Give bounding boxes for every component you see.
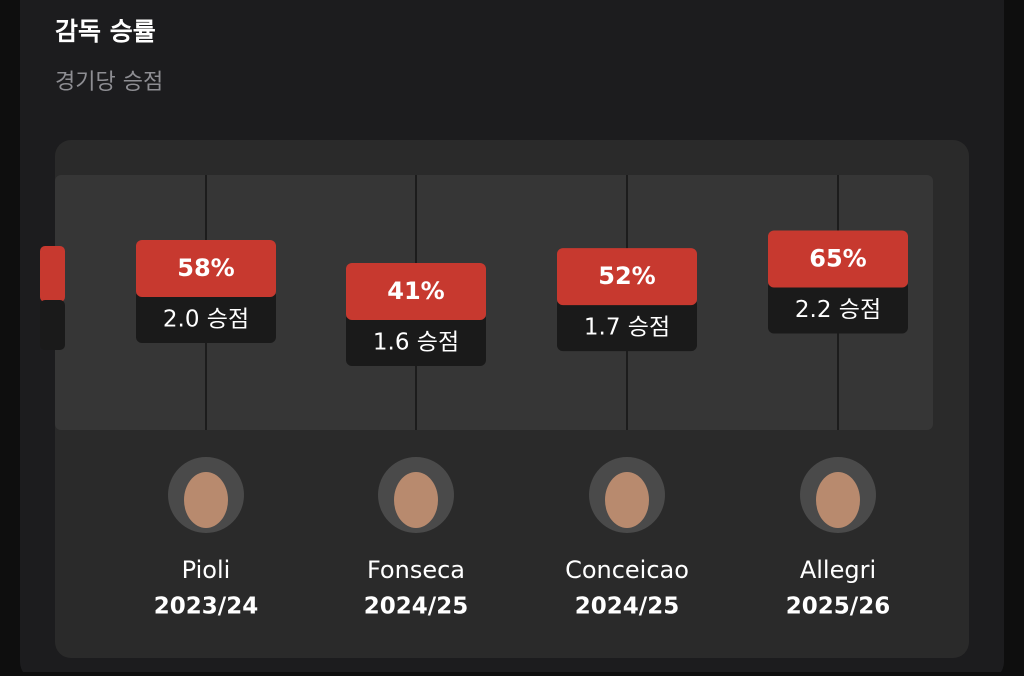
season: 2023/24 <box>154 594 258 620</box>
partial-badge <box>40 300 65 350</box>
manager-name: Fonseca <box>367 556 465 584</box>
win-rate-badge <box>346 262 486 320</box>
manager-name: Conceicao <box>565 556 689 584</box>
season: 2024/25 <box>575 594 679 620</box>
points-label: 2.0 승점 <box>163 307 249 333</box>
win-rate-badge <box>768 230 908 288</box>
avatar-face <box>394 472 438 528</box>
points-label: 1.6 승점 <box>373 329 459 355</box>
points-box <box>136 290 276 343</box>
win-rate-label: 52% <box>598 262 655 290</box>
win-rate-label: 58% <box>177 254 234 282</box>
chart-area <box>55 175 933 430</box>
win-rate-badge <box>557 248 697 306</box>
avatar-face <box>605 472 649 528</box>
points-label: 2.2 승점 <box>795 297 881 323</box>
avatar-face <box>184 472 228 528</box>
avatar-face <box>816 472 860 528</box>
points-box <box>557 298 697 352</box>
season: 2024/25 <box>364 594 468 620</box>
season: 2025/26 <box>786 594 890 620</box>
win-rate-badge <box>136 240 276 297</box>
points-label: 1.7 승점 <box>584 315 670 341</box>
win-rate-label: 41% <box>387 277 444 305</box>
points-box <box>346 312 486 366</box>
points-box <box>768 280 908 334</box>
win-rate-label: 65% <box>809 245 866 273</box>
manager-name: Allegri <box>800 556 876 584</box>
title: 감독 승률 <box>55 17 156 46</box>
subtitle: 경기당 승점 <box>55 70 163 95</box>
partial-badge <box>40 246 65 302</box>
manager-name: Pioli <box>182 556 231 584</box>
